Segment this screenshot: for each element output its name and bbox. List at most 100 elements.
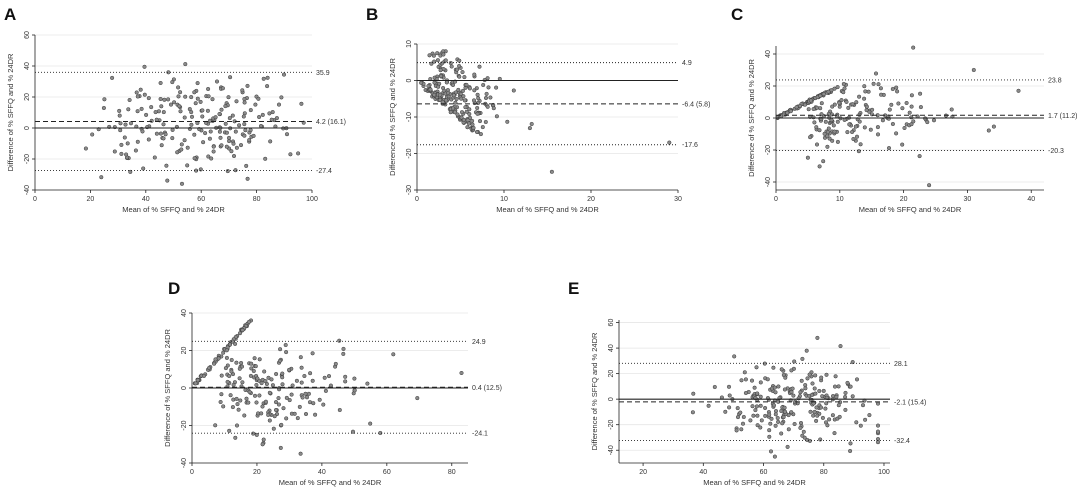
panel-e-data-point bbox=[755, 413, 760, 418]
panel-c-data-point bbox=[850, 129, 855, 135]
panel-d-data-point bbox=[273, 400, 279, 405]
panel-c-data-point bbox=[837, 100, 842, 106]
panel-a-y-tick-label: 40 bbox=[24, 62, 31, 70]
panel-a-data-point bbox=[198, 167, 203, 172]
panel-d-y-tick-label: -40 bbox=[181, 458, 188, 468]
panel-e-data-point bbox=[858, 423, 863, 428]
panel-d-data-point bbox=[254, 382, 259, 388]
panel-a-data-point bbox=[244, 163, 249, 168]
panel-e-data-point bbox=[803, 383, 808, 388]
panel-a-data-point bbox=[99, 175, 104, 180]
panel-d-data-point bbox=[219, 392, 224, 397]
panel-a-data-point bbox=[127, 97, 132, 103]
panel-a-letter: A bbox=[4, 5, 16, 24]
panel-e-data-point bbox=[827, 417, 832, 422]
panel-d-data-point bbox=[322, 375, 327, 380]
panel-d-data-point bbox=[237, 366, 242, 371]
panel-d: D -40 -20 0 20 40 0 20 40 60 80 Mean of % SFFQ and… bbox=[163, 279, 502, 487]
panel-e-data-point bbox=[768, 421, 773, 426]
panel-c-data-point bbox=[862, 84, 867, 89]
panel-c-data-point bbox=[871, 81, 876, 86]
panel-e-data-point bbox=[739, 378, 744, 383]
panel-c-x-axis-title: Mean of % SFFQ and % 24DR bbox=[859, 205, 962, 214]
panel-a-data-point bbox=[178, 109, 183, 114]
panel-a-data-point bbox=[217, 111, 222, 117]
panel-b-data-point bbox=[435, 51, 440, 56]
panel-d-x-tick-label: 60 bbox=[383, 469, 391, 476]
panel-a-data-point bbox=[139, 106, 144, 111]
panel-e-data-point bbox=[800, 356, 805, 361]
panel-b-data-point bbox=[478, 132, 483, 137]
panel-c-data-point bbox=[918, 91, 923, 96]
panel-c-lower-loa-label: -20.3 bbox=[1048, 148, 1064, 155]
panel-c-data-point bbox=[811, 106, 816, 112]
panel-a-lower-loa-label: -27.4 bbox=[316, 168, 332, 175]
panel-c-data-point bbox=[909, 93, 914, 98]
panel-a-data-point bbox=[192, 132, 197, 137]
panel-c-data-point bbox=[900, 142, 905, 147]
panel-a-data-point bbox=[189, 95, 194, 100]
panel-a-data-point bbox=[176, 85, 181, 90]
panel-c-data-point bbox=[854, 134, 860, 139]
panel-c-data-point bbox=[823, 119, 828, 124]
panel-e-data-point bbox=[854, 420, 859, 425]
panel-d-data-point bbox=[287, 367, 292, 372]
panel-a-data-point bbox=[192, 156, 197, 161]
panel-a-data-point bbox=[140, 129, 145, 134]
panel-c-data-point bbox=[879, 92, 884, 97]
panel-e-data-point bbox=[727, 393, 732, 398]
panel-c-data-point bbox=[862, 125, 867, 130]
panel-b-data-point bbox=[494, 85, 499, 90]
panel-e: E -40 -20 0 20 40 60 20 40 60 80 100 Mean of % SFFQ… bbox=[568, 279, 926, 487]
panel-a-x-tick-label: 100 bbox=[306, 196, 318, 203]
panel-e-data-point bbox=[734, 428, 739, 433]
panel-e-data-point bbox=[812, 409, 817, 414]
panel-d-data-point bbox=[341, 351, 346, 356]
panel-d-data-point bbox=[193, 381, 198, 386]
panel-e-data-point bbox=[843, 407, 848, 412]
panel-b-data-point bbox=[472, 72, 477, 77]
panel-e-data-point bbox=[789, 410, 794, 415]
panel-e-data-point bbox=[691, 391, 696, 396]
panel-c-data-point bbox=[851, 136, 856, 142]
panel-d-data-point bbox=[251, 368, 256, 374]
panel-b-data-point bbox=[432, 92, 437, 97]
panel-c-data-point bbox=[904, 100, 909, 106]
panel-e-x-tick-label: 60 bbox=[760, 469, 768, 476]
panel-a-data-point bbox=[219, 107, 224, 112]
panel-d-y-tick-label: -20 bbox=[181, 420, 188, 430]
panel-d-data-point bbox=[267, 390, 272, 395]
panel-e-data-point bbox=[832, 431, 837, 436]
panel-a-data-point bbox=[265, 84, 270, 89]
panel-c-data-point bbox=[894, 85, 899, 90]
panel-a-data-point bbox=[261, 76, 266, 81]
panel-e-data-point bbox=[767, 434, 772, 439]
panel-c-data-point bbox=[907, 110, 912, 115]
panel-d-data-point bbox=[278, 347, 283, 352]
panel-e-y-tick-label: 0 bbox=[608, 397, 615, 401]
panel-d-data-point bbox=[221, 404, 226, 409]
panel-c-data-point bbox=[842, 117, 847, 122]
panel-c-data-point bbox=[857, 94, 862, 99]
panel-c-data-point bbox=[909, 122, 914, 127]
panel-b-data-point bbox=[527, 126, 532, 131]
panel-a-data-point bbox=[193, 101, 198, 106]
panel-d-data-point bbox=[233, 341, 238, 346]
panel-a-data-point bbox=[161, 136, 166, 141]
panel-e-data-point bbox=[779, 408, 784, 414]
panel-d-data-point bbox=[298, 355, 303, 360]
panel-d-data-point bbox=[213, 357, 218, 362]
panel-e-data-point bbox=[875, 423, 881, 428]
panel-b-data-point bbox=[477, 64, 482, 69]
panel-e-data-point bbox=[809, 392, 815, 397]
panel-a-data-point bbox=[195, 81, 200, 86]
panel-d-data-point bbox=[195, 378, 200, 383]
panel-a-data-point bbox=[163, 132, 168, 137]
panel-d-data-point bbox=[368, 421, 373, 426]
panel-a-data-point bbox=[179, 142, 184, 147]
panel-c-data-point bbox=[814, 105, 820, 110]
panel-b-data-point bbox=[471, 125, 476, 130]
panel-d-data-point bbox=[307, 400, 313, 405]
panel-d-data-point bbox=[298, 451, 303, 456]
panel-d-data-point bbox=[229, 357, 234, 363]
